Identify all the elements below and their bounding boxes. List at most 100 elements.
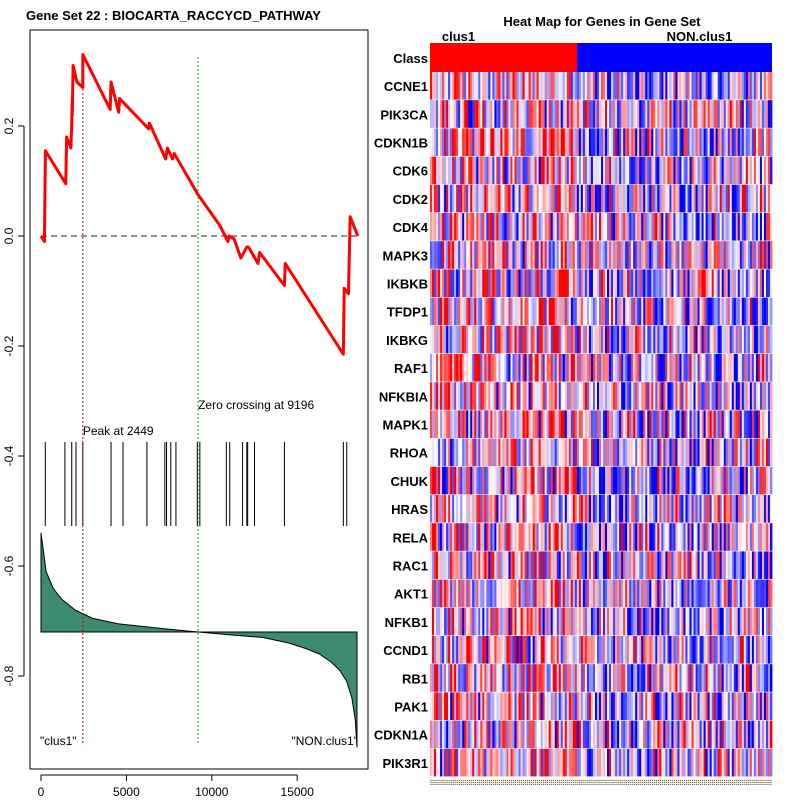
heatmap-cell bbox=[679, 664, 682, 692]
heatmap-cell bbox=[582, 607, 586, 636]
heatmap-cell bbox=[436, 269, 439, 297]
heatmap-cell bbox=[482, 297, 485, 326]
heatmap-cell bbox=[755, 100, 759, 128]
heatmap-cell bbox=[480, 438, 483, 467]
heatmap-cell bbox=[586, 297, 590, 326]
heatmap-cell bbox=[759, 523, 763, 551]
heatmap-cell bbox=[552, 354, 556, 382]
heatmap-cell bbox=[546, 410, 550, 438]
heatmap-cell bbox=[452, 551, 455, 579]
heatmap-cell bbox=[629, 72, 632, 100]
heatmap-cell bbox=[767, 664, 771, 692]
heatmap-cell bbox=[713, 551, 717, 579]
heatmap-cell bbox=[524, 692, 527, 720]
heatmap-cell bbox=[627, 354, 630, 382]
heatmap-cell bbox=[436, 523, 439, 551]
heatmap-cell bbox=[731, 297, 735, 326]
heatmap-cell bbox=[659, 297, 662, 326]
heatmap-cell bbox=[462, 410, 465, 438]
heatmap-cell bbox=[687, 579, 690, 608]
heatmap-cell bbox=[615, 523, 618, 551]
heatmap-cell bbox=[667, 664, 670, 692]
heatmap-cell bbox=[747, 692, 751, 720]
heatmap-cell bbox=[530, 269, 533, 297]
heatmap-cell bbox=[474, 551, 477, 579]
heatmap-cell bbox=[673, 354, 676, 382]
heatmap-row-cdkn1b bbox=[430, 128, 773, 156]
heatmap-cell bbox=[607, 551, 610, 579]
heatmap-cell bbox=[727, 184, 731, 213]
heatmap-cell bbox=[639, 325, 642, 354]
heatmap-cell bbox=[633, 241, 636, 269]
heatmap-cell bbox=[617, 720, 620, 749]
heatmap-cell bbox=[572, 325, 576, 354]
heatmap-cell bbox=[510, 523, 513, 551]
heatmap-cell bbox=[586, 636, 590, 664]
heatmap-cell bbox=[659, 579, 662, 608]
heatmap-cell bbox=[526, 354, 529, 382]
heatmap-cell bbox=[530, 213, 533, 241]
heatmap-cell bbox=[751, 128, 755, 156]
heatmap-cell bbox=[705, 100, 709, 128]
heatmap-cell bbox=[681, 579, 684, 608]
heatmap-cell bbox=[695, 636, 698, 664]
heatmap-cell bbox=[671, 495, 674, 523]
heatmap-cell bbox=[625, 466, 628, 495]
heatmap-cell bbox=[663, 241, 666, 269]
heatmap-cell bbox=[651, 382, 654, 410]
heatmap-cell bbox=[462, 466, 465, 495]
heatmap-cell bbox=[639, 354, 642, 382]
heatmap-cell bbox=[582, 100, 586, 128]
heatmap-cell bbox=[572, 664, 576, 692]
heatmap-cell bbox=[717, 382, 721, 410]
heatmap-cell bbox=[552, 100, 556, 128]
heatmap-cell bbox=[584, 720, 588, 749]
heatmap-cell bbox=[647, 607, 650, 636]
heatmap-cell bbox=[661, 607, 664, 636]
heatmap-cell bbox=[743, 184, 747, 213]
heatmap-cell bbox=[552, 692, 556, 720]
heatmap-cell bbox=[454, 466, 457, 495]
heatmap-cell bbox=[681, 551, 684, 579]
heatmap-cell bbox=[751, 664, 755, 692]
heatmap-cell bbox=[518, 692, 521, 720]
heatmap-cell bbox=[765, 410, 769, 438]
heatmap-cell bbox=[476, 382, 479, 410]
heatmap-cell bbox=[761, 213, 765, 241]
heatmap-cell bbox=[550, 297, 554, 326]
heatmap-cell bbox=[470, 128, 473, 156]
heatmap-cell bbox=[611, 156, 614, 185]
heatmap-cell bbox=[657, 692, 660, 720]
heatmap-cell bbox=[635, 664, 638, 692]
heatmap-cell bbox=[669, 128, 672, 156]
heatmap-cell bbox=[436, 72, 439, 100]
heatmap-cell bbox=[665, 748, 668, 777]
heatmap-cell bbox=[488, 438, 491, 467]
heatmap-cell bbox=[462, 636, 465, 664]
heatmap-cell bbox=[665, 664, 668, 692]
heatmap-cell bbox=[691, 241, 694, 269]
heatmap-cell bbox=[558, 523, 562, 551]
heatmap-cell bbox=[586, 241, 590, 269]
heatmap-cell bbox=[691, 156, 694, 185]
heatmap-cell bbox=[462, 664, 465, 692]
heatmap-cell bbox=[655, 325, 658, 354]
heatmap-cell bbox=[586, 410, 590, 438]
heatmap-cell bbox=[510, 720, 513, 749]
heatmap-cell bbox=[711, 523, 715, 551]
heatmap-cell bbox=[719, 156, 723, 185]
heatmap-cell bbox=[510, 636, 513, 664]
heatmap-cell bbox=[438, 382, 441, 410]
heatmap-cell bbox=[544, 269, 548, 297]
heatmap-cell bbox=[753, 72, 757, 100]
heatmap-cell bbox=[653, 607, 656, 636]
heatmap-cell bbox=[757, 156, 761, 185]
heatmap-cell bbox=[596, 748, 600, 777]
heatmap-cell bbox=[769, 269, 773, 297]
heatmap-cell bbox=[446, 241, 449, 269]
heatmap-cell bbox=[532, 297, 536, 326]
heatmap-cell bbox=[432, 213, 435, 241]
heatmap-cell bbox=[651, 156, 654, 185]
heatmap-cell bbox=[769, 664, 773, 692]
heatmap-cell bbox=[468, 579, 471, 608]
